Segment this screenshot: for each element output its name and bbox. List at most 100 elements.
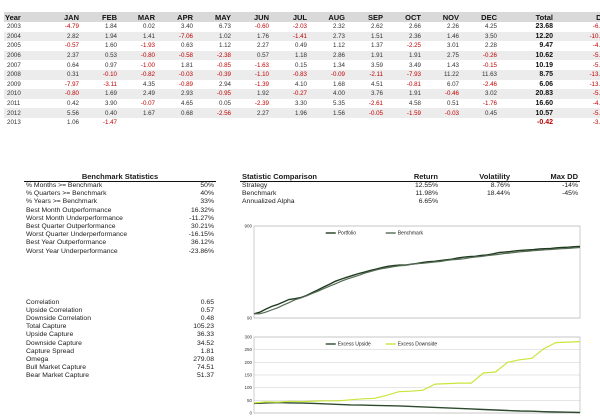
month-return-cell: 0.53: [82, 50, 120, 61]
month-return-cell: 1.18: [272, 50, 310, 61]
ratio-label: Upside Capture: [26, 331, 74, 339]
month-return-cell: -0.60: [254, 23, 269, 31]
y-tick-label: 150: [244, 373, 252, 378]
month-return-cell: 1.91: [386, 89, 424, 99]
col-header-year: Year: [4, 12, 44, 22]
month-return-cell: 0.45: [462, 108, 500, 118]
month-return-cell: -0.57: [64, 42, 79, 50]
month-return-cell: [424, 118, 462, 128]
month-return-cell: 3.01: [446, 42, 459, 50]
year-cell: 2013: [7, 119, 21, 127]
stat-value: -11.27%: [189, 214, 214, 222]
month-return-cell: 1.34: [332, 61, 345, 69]
stat-label: % Quarters >= Benchmark: [26, 190, 107, 198]
year-row-2005: 2005 -0.57 1.60 -1.93 0.63 1.12 2.27 0.49 1.12 1.…: [4, 41, 600, 51]
month-return-cell: 2.82: [44, 31, 82, 42]
month-return-cell: [158, 118, 196, 128]
month-return-cell: [272, 118, 310, 128]
stat-value: 36.12%: [190, 239, 214, 247]
month-return-cell: 1.91: [348, 50, 386, 61]
month-return-cell: -2.56: [196, 108, 234, 118]
month-return-cell: 4.00: [310, 89, 348, 99]
ratio-value: 279.08: [193, 355, 214, 363]
year-cell: 2004: [4, 31, 44, 42]
ratio-label: Upside Correlation: [26, 306, 83, 314]
month-return-cell: -0.80: [120, 50, 158, 61]
month-return-cell: -0.46: [424, 89, 462, 99]
volatility-value: [440, 198, 512, 206]
comparison-row: Annualized Alpha 6.65%: [240, 198, 580, 206]
month-return-cell: -1.39: [254, 80, 269, 88]
monthly-header-row: Year JAN FEB MAR APR MAY JUN JUL AUG SEP OCT NOV DEC…: [4, 12, 600, 22]
year-total-cell: 23.68: [535, 23, 553, 31]
excess-capture-chart: 300 250 200 150 100 50 0 Excess Upside Excess Do…: [240, 333, 586, 417]
month-return-cell: -2.61: [368, 100, 383, 108]
month-return-cell: 0.64: [66, 61, 79, 69]
month-return-cell: 1.68: [332, 80, 345, 88]
month-return-cell: -3.11: [103, 80, 117, 88]
drawdown-cell: -10.10: [556, 31, 600, 42]
legend-label: Excess Upside: [338, 342, 371, 348]
month-return-cell: -0.80: [44, 89, 82, 99]
month-return-cell: -0.95: [196, 89, 234, 99]
month-return-cell: -1.76: [482, 100, 497, 108]
month-return-cell: [462, 118, 500, 128]
month-return-cell: 3.50: [462, 31, 500, 42]
month-return-cell: [120, 118, 158, 128]
maxdd-value: -14%: [562, 182, 578, 190]
year-total-cell: 10.19: [535, 61, 553, 69]
series-line-excess-upside: [253, 401, 581, 414]
month-return-cell: 1.69: [82, 89, 120, 99]
month-return-cell: 2.93: [158, 89, 196, 99]
year-row-2004: 2004 2.82 1.94 1.41 -7.06 1.02 1.76 -1.41 2.73 1.…: [4, 31, 600, 42]
benchmark-stat-row: Worst Month Underperformance -11.27%: [24, 214, 216, 222]
month-return-cell: 2.28: [484, 42, 497, 50]
ratio-value: 105.23: [193, 323, 214, 331]
stat-label: Best Quarter Outperformance: [26, 223, 116, 231]
ratio-value: 1.81: [200, 347, 214, 355]
drawdown-cell: -5.24: [556, 89, 600, 99]
month-return-cell: 1.02: [196, 31, 234, 42]
month-return-cell: -0.81: [406, 80, 421, 88]
col-header-nov: NOV: [424, 12, 462, 22]
return-value: 12.55%: [414, 182, 438, 190]
month-return-cell: 3.90: [104, 100, 117, 108]
month-return-cell: 4.35: [142, 80, 155, 88]
col-header-feb: FEB: [82, 12, 120, 22]
col-header-jul: JUL: [272, 12, 310, 22]
benchmark-stat-row: % Years >= Benchmark 33%: [24, 198, 216, 206]
maxdd-value: -45%: [562, 190, 578, 198]
year-total-cell: 16.60: [535, 100, 553, 108]
benchmark-statistics-table: Benchmark Statistics % Months >= Benchma…: [24, 172, 216, 255]
month-return-cell: -1.41: [272, 31, 310, 42]
month-return-cell: -0.85: [216, 61, 231, 69]
y-tick-label: 100: [244, 385, 252, 390]
comparison-row: Benchmark 11.98% 18.44% -45%: [240, 190, 580, 198]
ratio-row: Total Capture 105.23: [24, 323, 216, 331]
benchmark-stat-row: Worst Quarter Underperformance -16.15%: [24, 231, 216, 239]
year-cell: 2005: [7, 42, 21, 50]
month-return-cell: 1.76: [234, 31, 272, 42]
month-return-cell: -7.97: [64, 80, 79, 88]
month-return-cell: -0.58: [158, 50, 196, 61]
series-line-excess-downside: [253, 341, 581, 404]
year-row-2009: 2009 -7.97 -3.11 4.35 -0.89 2.94 -1.39 4.10 1.68…: [4, 80, 600, 90]
comparison-label: Annualized Alpha: [242, 198, 295, 206]
year-row-2011: 2011 0.42 3.90 -0.07 4.65 0.05 -2.39 3.30 5.35 -2…: [4, 99, 600, 109]
year-row-2012: 2012 5.56 0.40 1.67 0.68 -2.56 2.27 1.96 1.56 -0.…: [4, 108, 600, 118]
month-return-cell: -2.03: [292, 23, 307, 31]
benchmark-stat-row: % Quarters >= Benchmark 40%: [24, 190, 216, 198]
month-return-cell: -2.25: [406, 42, 421, 50]
month-return-cell: 1.51: [348, 31, 386, 42]
year-row-2007: 2007 0.64 0.97 -1.00 1.81 -0.85 -1.63 0.15 1.34 3…: [4, 60, 600, 70]
comparison-col-header: Max DD: [512, 172, 580, 182]
ratio-row: Downside Capture 34.52: [24, 339, 216, 347]
stat-value: 33%: [200, 198, 214, 206]
return-value: 6.65%: [418, 198, 438, 206]
month-return-cell: 5.35: [332, 100, 345, 108]
y-tick-label: 50: [247, 398, 253, 403]
col-header-may: MAY: [196, 12, 234, 22]
stat-label: Best Month Outperformance: [26, 206, 112, 214]
col-header-sep: SEP: [348, 12, 386, 22]
month-return-cell: -0.89: [178, 80, 193, 88]
